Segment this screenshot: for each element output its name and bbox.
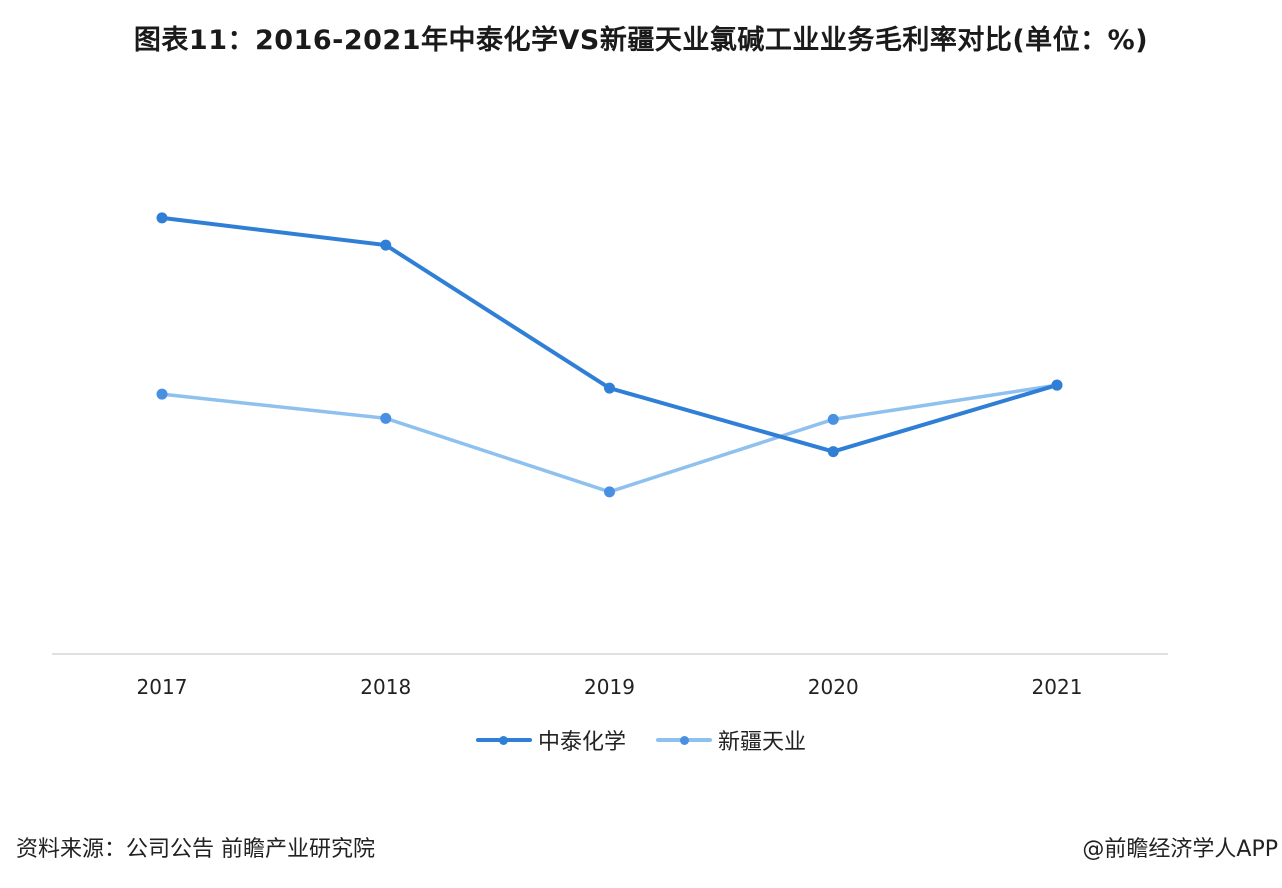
legend-label-series-1: 新疆天业 bbox=[718, 730, 807, 755]
data-point-series-0-2018 bbox=[380, 239, 392, 251]
legend-item-series-0: 中泰化学 bbox=[475, 724, 626, 756]
series-line-1 bbox=[161, 383, 1058, 494]
credit-note: @前瞻经济学人APP bbox=[1082, 837, 1278, 862]
legend-item-series-1: 新疆天业 bbox=[656, 724, 806, 756]
x-tick-label-2017: 2017 bbox=[137, 675, 188, 699]
chart-title: 图表11：2016-2021年中泰化学VS新疆天业氯碱工业业务毛利率对比(单位：… bbox=[133, 25, 1149, 56]
x-tick-label-2019: 2019 bbox=[584, 675, 635, 699]
series-line-0 bbox=[161, 215, 1058, 454]
source-note: 资料来源：公司公告 前瞻产业研究院 bbox=[16, 837, 375, 862]
x-tick-label-2021: 2021 bbox=[1032, 675, 1083, 699]
legend-label-series-0: 中泰化学 bbox=[537, 730, 626, 755]
x-tick-label-2018: 2018 bbox=[360, 675, 411, 699]
data-point-series-0-2017 bbox=[156, 212, 168, 224]
legend-swatch-series-0 bbox=[475, 735, 532, 745]
data-point-series-0-2020 bbox=[827, 446, 839, 458]
data-point-series-1-2018 bbox=[380, 412, 392, 424]
x-tick-label-2020: 2020 bbox=[808, 675, 859, 699]
data-point-series-1-2020 bbox=[827, 413, 839, 425]
data-point-series-0-2019 bbox=[604, 382, 615, 394]
legend: 中泰化学 新疆天业 bbox=[0, 724, 1282, 756]
data-point-series-1-2019 bbox=[604, 486, 615, 498]
data-point-series-0-2021 bbox=[1051, 379, 1063, 391]
legend-swatch-series-1 bbox=[656, 735, 712, 745]
data-point-series-1-2017 bbox=[156, 388, 168, 400]
